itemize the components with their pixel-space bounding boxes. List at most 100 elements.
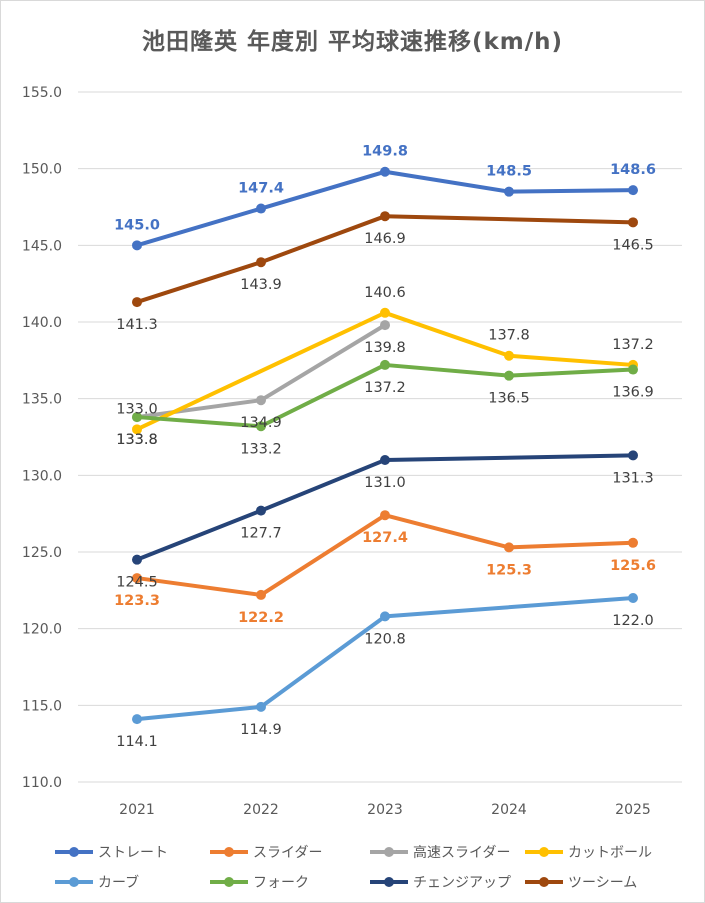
data-point [380, 211, 390, 222]
data-label: 131.3 [612, 470, 654, 486]
data-label: 141.3 [116, 317, 158, 333]
data-point [628, 217, 638, 228]
x-tick-label: 2025 [615, 802, 651, 818]
x-tick-label: 2023 [367, 802, 403, 818]
data-point [256, 395, 266, 406]
data-label: 133.8 [116, 432, 158, 448]
series-line [135, 214, 635, 305]
series-line [135, 513, 635, 597]
legend-label: ツーシーム [568, 875, 637, 891]
data-point [628, 537, 638, 548]
data-label: 127.4 [362, 530, 408, 546]
data-point [380, 455, 390, 465]
y-tick-label: 125.0 [22, 545, 62, 561]
legend-marker [539, 847, 549, 857]
data-label: 136.5 [488, 391, 530, 407]
data-label: 137.8 [488, 328, 530, 344]
data-point [504, 370, 514, 381]
x-tick-label: 2022 [243, 802, 279, 818]
x-tick-label: 2021 [119, 802, 155, 818]
y-tick-label: 145.0 [22, 238, 62, 254]
legend-marker [69, 847, 79, 857]
data-point [380, 359, 390, 370]
legend-item: フォーク [210, 875, 309, 891]
gridlines [78, 91, 682, 783]
series-2 [132, 510, 638, 600]
data-point [504, 350, 514, 361]
data-point [256, 421, 266, 432]
y-tick-label: 150.0 [22, 162, 62, 178]
legend-marker [539, 877, 549, 887]
y-tick-label: 135.0 [22, 392, 62, 408]
legend-label: ストレート [98, 845, 168, 861]
data-label: 131.0 [364, 475, 406, 491]
data-label: 148.5 [486, 164, 532, 180]
data-label: 146.9 [364, 231, 406, 247]
data-label: 122.0 [612, 613, 654, 629]
series-8 [132, 211, 638, 308]
data-label: 133.0 [116, 401, 158, 417]
series-5 [132, 593, 638, 725]
data-point [132, 554, 142, 565]
legend-marker [224, 847, 234, 857]
data-label: 125.3 [486, 562, 532, 578]
y-tick-label: 130.0 [22, 468, 62, 484]
data-label: 137.2 [612, 337, 654, 353]
legend-item: カットボール [525, 845, 652, 861]
data-point [380, 611, 390, 622]
data-label: 122.2 [238, 610, 284, 626]
series-line [135, 453, 635, 562]
data-point [628, 364, 638, 375]
data-point [256, 505, 266, 516]
data-label: 114.9 [240, 722, 282, 738]
data-point [380, 510, 390, 521]
data-point [504, 542, 514, 553]
data-label: 149.8 [362, 144, 408, 160]
data-point [132, 714, 142, 725]
legend-label: スライダー [253, 845, 322, 861]
chart-title: 池田隆英 年度別 平均球速推移(km/h) [141, 29, 564, 55]
series-lines [132, 166, 638, 725]
data-label: 123.3 [114, 593, 160, 609]
data-point [628, 185, 638, 196]
data-point [380, 307, 390, 318]
x-axis: 2021 2022 2023 2024 2025 [119, 802, 651, 818]
data-point [256, 257, 266, 268]
data-point [628, 593, 638, 603]
legend-item: スライダー [210, 845, 322, 861]
data-label: 136.9 [612, 385, 654, 401]
data-point [256, 589, 266, 600]
data-point [132, 297, 142, 308]
legend-item: チェンジアップ [370, 875, 511, 891]
legend-marker [384, 847, 394, 857]
legend-item: ツーシーム [525, 875, 637, 891]
series-7 [132, 450, 638, 565]
data-label: 114.1 [116, 734, 158, 750]
data-label: 133.2 [240, 441, 282, 457]
data-labels: 145.0 147.4 149.8 148.5 148.6 123.3 122.2 127.4… [114, 144, 656, 750]
data-label: 139.8 [364, 340, 406, 356]
series-1 [132, 166, 638, 251]
data-point [256, 203, 266, 214]
legend-label: チェンジアップ [413, 875, 511, 891]
series-line [135, 310, 635, 432]
data-label: 120.8 [364, 631, 406, 647]
legend-label: カットボール [568, 845, 652, 861]
y-tick-label: 155.0 [22, 85, 62, 101]
legend-label: フォーク [253, 875, 309, 891]
data-label: 134.9 [240, 415, 282, 431]
data-label: 137.2 [364, 380, 406, 396]
data-label: 146.5 [612, 237, 654, 253]
data-label: 143.9 [240, 277, 282, 293]
data-point [132, 573, 142, 584]
data-label: 147.4 [238, 181, 284, 197]
data-label: 133.8 [116, 432, 158, 448]
data-point [132, 424, 142, 435]
data-label: 148.6 [610, 162, 656, 178]
series-6 [132, 359, 638, 432]
data-point [628, 450, 638, 461]
data-label: 127.7 [240, 526, 282, 542]
